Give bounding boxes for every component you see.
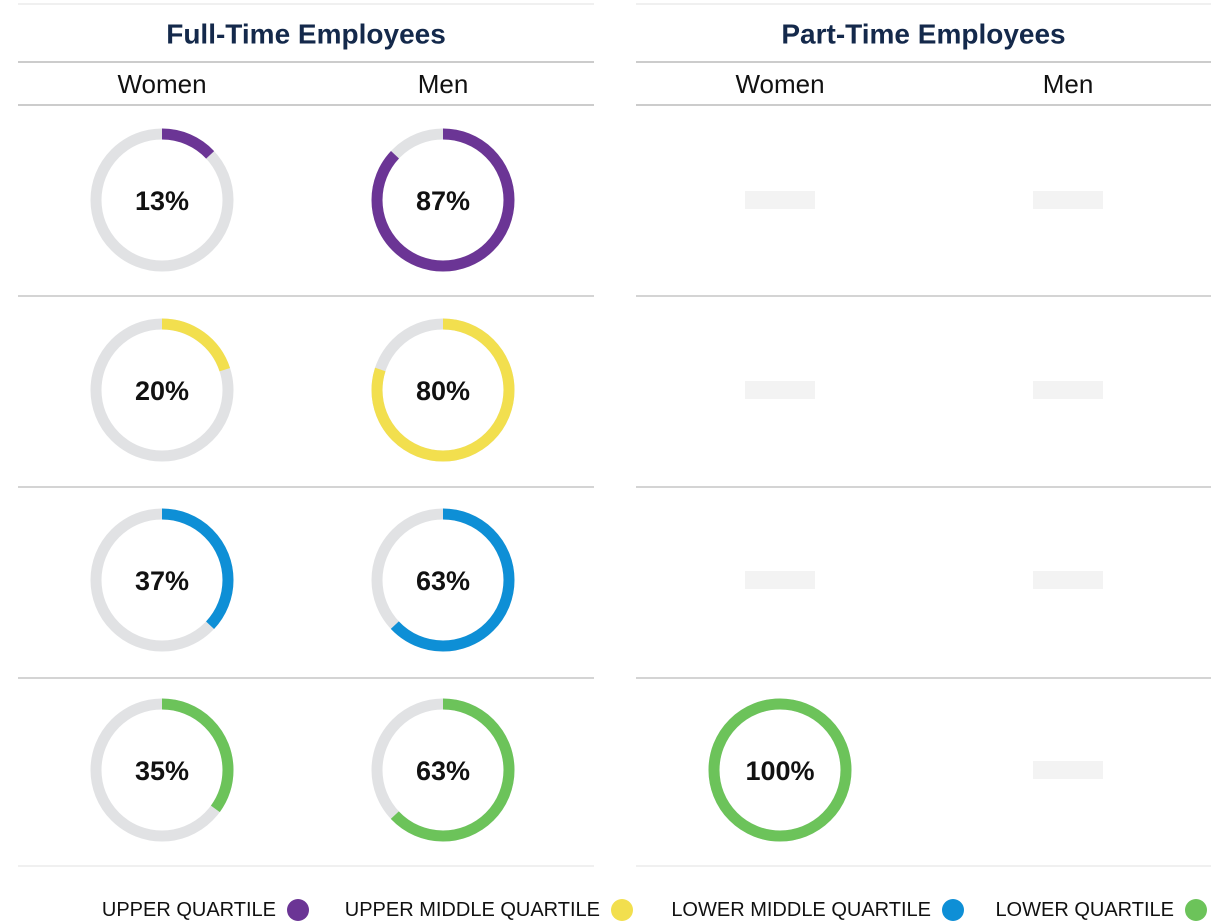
- donut-label: 87%: [416, 186, 470, 216]
- empty-placeholder: [1033, 191, 1103, 209]
- donut-label: 63%: [416, 756, 470, 786]
- column-header: Women: [117, 69, 206, 99]
- column-header: Women: [735, 69, 824, 99]
- donut-label: 37%: [135, 566, 189, 596]
- empty-placeholder: [745, 571, 815, 589]
- legend-label: UPPER MIDDLE QUARTILE: [345, 899, 600, 921]
- column-header: Men: [418, 69, 469, 99]
- donut-arc: [90, 318, 234, 462]
- donut-arc: [90, 508, 234, 652]
- empty-placeholder: [1033, 381, 1103, 399]
- donut-label: 35%: [135, 756, 189, 786]
- legend-label: LOWER MIDDLE QUARTILE: [671, 899, 931, 921]
- empty-placeholder: [1033, 571, 1103, 589]
- donut-label: 20%: [135, 376, 189, 406]
- panel-title: Part-Time Employees: [781, 19, 1065, 50]
- donut-arc: [371, 318, 515, 462]
- empty-placeholder: [745, 381, 815, 399]
- legend-label: UPPER QUARTILE: [102, 899, 276, 921]
- legend-label: LOWER QUARTILE: [995, 899, 1174, 921]
- empty-placeholder: [745, 191, 815, 209]
- donut-label: 100%: [745, 756, 814, 786]
- legend-dot: [942, 899, 964, 921]
- donut-arc: [708, 698, 852, 842]
- donut-arc: [371, 128, 515, 272]
- donut-label: 63%: [416, 566, 470, 596]
- legend-dot: [611, 899, 633, 921]
- legend-dot: [287, 899, 309, 921]
- empty-placeholder: [1033, 761, 1103, 779]
- donut-label: 13%: [135, 186, 189, 216]
- panel-title: Full-Time Employees: [166, 19, 446, 50]
- donut-arc: [90, 698, 234, 842]
- donut-arc: [371, 698, 515, 842]
- donut-arc: [90, 128, 234, 272]
- donut-label: 80%: [416, 376, 470, 406]
- column-header: Men: [1043, 69, 1094, 99]
- legend-dot: [1185, 899, 1207, 921]
- donut-arc: [371, 508, 515, 652]
